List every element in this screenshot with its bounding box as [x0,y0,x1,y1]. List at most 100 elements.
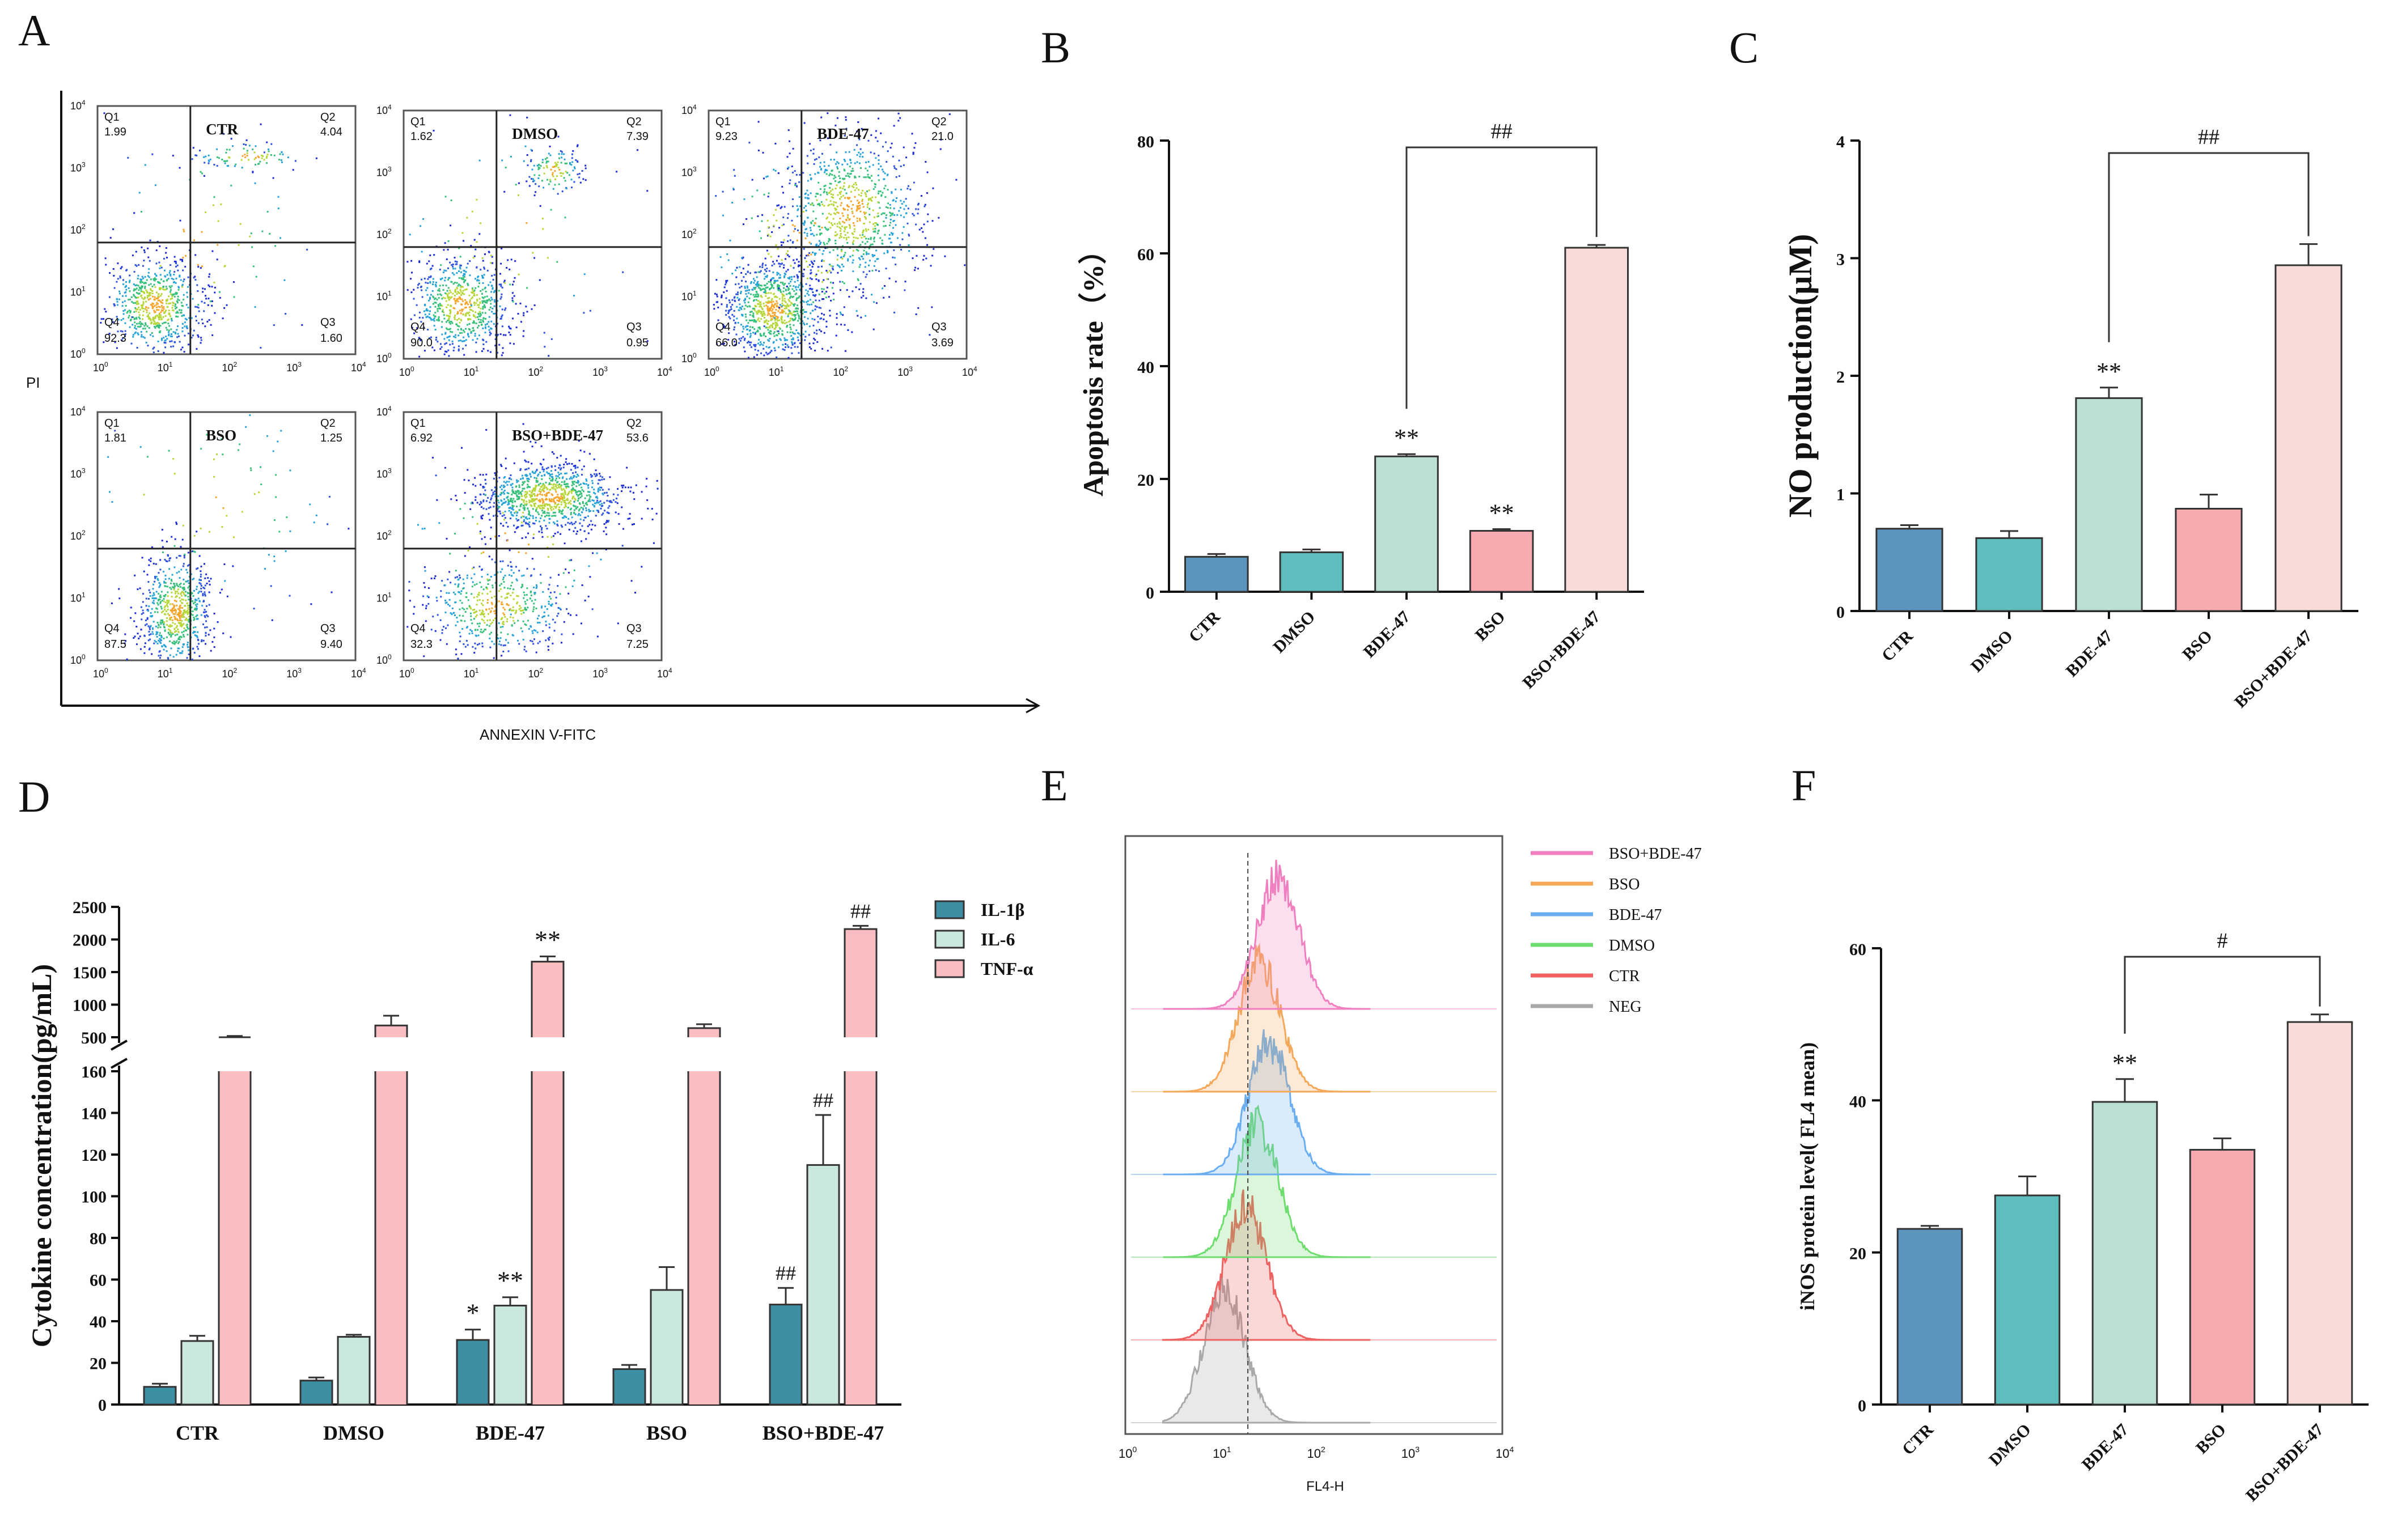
event-dot [194,279,197,281]
event-dot [837,264,838,266]
event-dot [554,166,556,168]
event-dot [799,334,802,337]
event-dot [810,177,812,180]
event-dot [863,229,865,231]
x-decade-exp: 1 [780,365,784,373]
event-dot [163,342,166,343]
event-dot [172,583,175,585]
event-dot [523,330,525,332]
event-dot [787,269,789,271]
x-decade-exp: 0 [104,667,108,674]
event-dot [460,290,462,292]
event-dot [774,319,776,321]
event-dot [757,342,760,345]
event-dot [806,292,808,295]
event-dot [138,289,140,291]
event-dot [171,295,173,298]
event-dot [597,489,599,491]
event-dot [266,141,268,143]
event-dot [829,186,831,189]
event-dot [889,203,891,206]
event-dot [845,116,847,118]
event-dot [186,603,188,605]
event-dot [161,621,163,623]
event-dot [167,319,170,321]
event-dot [778,319,781,321]
event-dot [187,627,189,630]
event-dot [765,301,767,303]
event-dot [493,478,495,480]
event-dot [209,273,211,275]
event-dot [474,333,476,335]
event-dot [537,511,539,514]
event-dot [811,266,814,268]
event-dot [759,333,761,335]
event-dot [122,283,125,286]
event-dot [552,188,554,190]
event-dot [794,183,797,185]
event-dot [784,305,786,307]
event-dot [782,283,784,285]
event-dot [877,192,879,194]
event-dot [499,305,501,307]
event-dot [738,342,740,344]
event-dot [789,324,791,326]
event-dot [463,281,465,283]
event-dot [257,155,259,158]
y-decade-exp: 1 [693,290,697,298]
event-dot [774,349,776,351]
event-dot [548,473,550,474]
event-dot [187,592,189,595]
event-dot [425,289,427,291]
event-dot [877,174,879,176]
event-dot [862,189,864,192]
event-dot [164,585,167,587]
event-dot [150,616,153,618]
event-dot [819,203,821,205]
event-dot [156,602,159,604]
event-dot [150,322,152,324]
event-dot [584,164,587,167]
event-dot [478,334,480,337]
event-dot [786,331,789,333]
event-dot [175,307,177,309]
event-dot [814,260,815,262]
event-dot [731,202,734,203]
event-dot [218,291,221,293]
event-dot [141,290,143,292]
event-dot [582,508,584,511]
event-dot [783,300,786,302]
event-dot [852,204,854,206]
event-dot [795,307,798,309]
event-dot [780,263,782,265]
event-dot [556,504,558,506]
event-dot [200,337,202,339]
event-dot [776,219,778,222]
event-dot [588,499,590,502]
event-dot [173,281,176,283]
event-dot [793,303,795,306]
event-dot [471,291,473,294]
event-dot [727,259,730,261]
event-dot [893,220,895,222]
event-dot [152,335,154,337]
event-dot [207,162,210,164]
event-dot [440,346,443,348]
event-dot [761,313,763,315]
event-dot [473,255,476,257]
y-decade-tick: 103 [681,166,697,179]
event-dot [844,252,846,254]
event-dot [533,495,536,497]
event-dot [849,159,852,161]
event-dot [244,154,246,156]
event-dot [865,161,867,163]
event-dot [159,312,160,315]
event-dot [713,308,715,310]
event-dot [561,156,563,159]
event-dot [733,309,735,312]
event-dot [190,317,193,319]
event-dot [447,267,449,269]
event-dot [777,248,779,250]
event-dot [137,325,139,328]
event-dot [453,273,455,275]
